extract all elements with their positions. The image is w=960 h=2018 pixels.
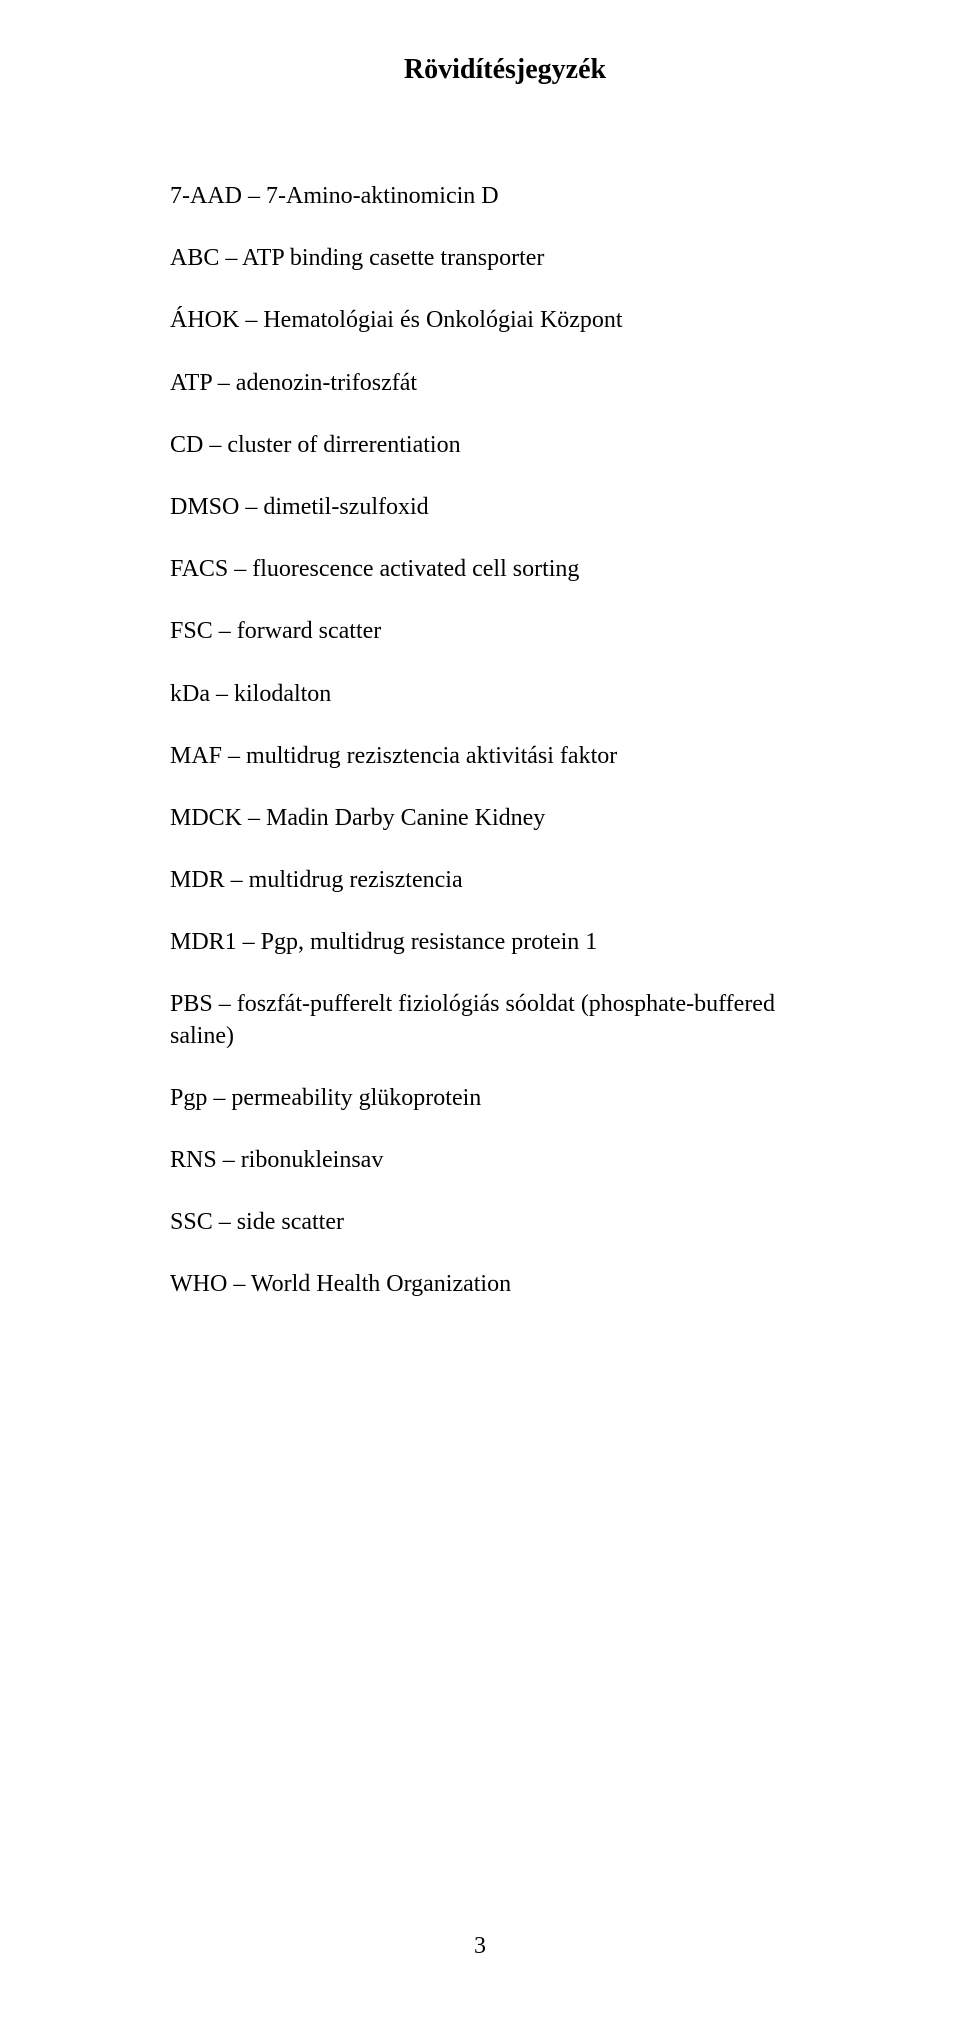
abbreviation-item: DMSO – dimetil-szulfoxid (170, 492, 840, 523)
abbreviation-item: Pgp – permeability glükoprotein (170, 1083, 840, 1114)
abbreviation-item: MDCK – Madin Darby Canine Kidney (170, 803, 840, 834)
abbreviation-item: PBS – foszfát-pufferelt fiziológiás sóol… (170, 989, 840, 1051)
abbreviation-item: FSC – forward scatter (170, 616, 840, 647)
abbreviation-item: ÁHOK – Hematológiai és Onkológiai Közpon… (170, 305, 840, 336)
abbreviation-item: SSC – side scatter (170, 1207, 840, 1238)
abbreviation-list: 7-AAD – 7-Amino-aktinomicin D ABC – ATP … (170, 181, 840, 1301)
abbreviation-item: ABC – ATP binding casette transporter (170, 243, 840, 274)
abbreviation-item: FACS – fluorescence activated cell sorti… (170, 554, 840, 585)
page-number: 3 (0, 1933, 960, 1960)
abbreviation-item: MDR1 – Pgp, multidrug resistance protein… (170, 927, 840, 958)
abbreviation-item: RNS – ribonukleinsav (170, 1145, 840, 1176)
abbreviation-item: 7-AAD – 7-Amino-aktinomicin D (170, 181, 840, 212)
abbreviation-item: MAF – multidrug rezisztencia aktivitási … (170, 741, 840, 772)
abbreviation-item: ATP – adenozin-trifoszfát (170, 368, 840, 399)
abbreviation-item: WHO – World Health Organization (170, 1269, 840, 1300)
abbreviation-item: MDR – multidrug rezisztencia (170, 865, 840, 896)
abbreviation-item: kDa – kilodalton (170, 679, 840, 710)
page-container: Rövidítésjegyzék 7-AAD – 7-Amino-aktinom… (0, 0, 960, 1361)
page-title: Rövidítésjegyzék (170, 54, 840, 86)
abbreviation-item: CD – cluster of dirrerentiation (170, 430, 840, 461)
